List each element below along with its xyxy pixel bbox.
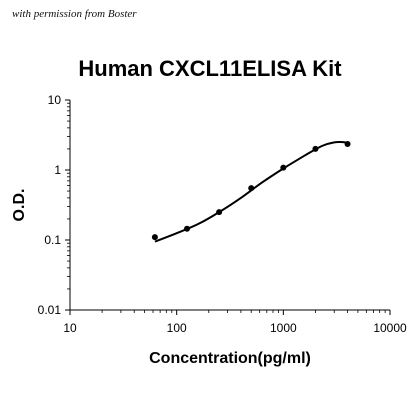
y-tick-label: 1 (54, 163, 61, 177)
x-tick-label: 1000 (270, 321, 297, 335)
y-tick-label: 0.1 (44, 233, 61, 247)
watermark-text: with permission from Boster (12, 8, 137, 20)
y-tick-label: 0.01 (38, 303, 62, 317)
x-tick-label: 10 (63, 321, 77, 335)
data-point (344, 141, 351, 148)
chart-title: Human CXCL11ELISA Kit (78, 56, 342, 81)
data-point (216, 209, 223, 216)
y-tick-label: 10 (48, 93, 62, 107)
data-point (151, 234, 158, 241)
data-point (280, 164, 287, 171)
fit-curve-line (154, 140, 348, 243)
data-point (248, 185, 255, 192)
data-point (184, 225, 191, 232)
x-tick-label: 100 (167, 321, 187, 335)
x-axis-label: Concentration(pg/ml) (149, 350, 311, 367)
data-point (312, 145, 319, 152)
y-axis-label: O.D. (11, 189, 28, 222)
x-tick-label: 10000 (373, 321, 407, 335)
